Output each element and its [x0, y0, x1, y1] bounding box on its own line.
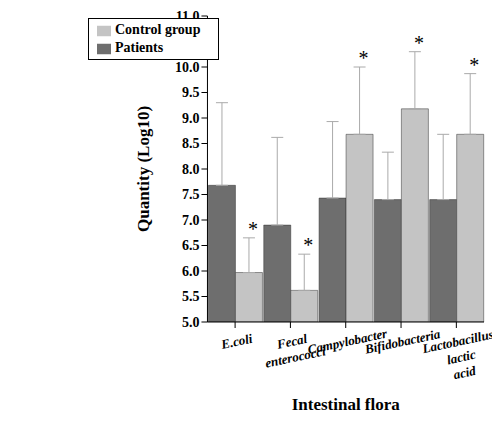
svg-text:9.0: 9.0 — [182, 111, 200, 126]
svg-text:*: * — [248, 218, 258, 240]
svg-text:Intestinal flora: Intestinal flora — [292, 395, 401, 414]
svg-text:9.5: 9.5 — [182, 85, 200, 100]
html-text:Control group: Control group — [115, 22, 201, 37]
svg-text:Lactobacilluslacticacid: Lactobacilluslacticacid — [420, 326, 492, 387]
html-text:Patients: Patients — [115, 40, 164, 55]
svg-text:E.coli: E.coli — [219, 331, 254, 352]
svg-text:*: * — [303, 234, 313, 256]
svg-text:6.0: 6.0 — [182, 264, 200, 279]
svg-text:5.0: 5.0 — [182, 315, 200, 330]
svg-text:7.5: 7.5 — [182, 187, 200, 202]
svg-text:Bifidobacteria: Bifidobacteria — [363, 326, 442, 357]
svg-text:10.5: 10.5 — [175, 34, 200, 49]
svg-text:*: * — [469, 54, 479, 76]
svg-text:8.5: 8.5 — [182, 136, 200, 151]
svg-text:Quantity (Log10): Quantity (Log10) — [134, 106, 153, 232]
svg-text:6.5: 6.5 — [182, 238, 200, 253]
svg-text:11.0: 11.0 — [176, 9, 200, 24]
svg-text:5.5: 5.5 — [182, 289, 200, 304]
svg-text:*: * — [359, 47, 369, 69]
svg-text:*: * — [414, 32, 424, 54]
html-text:Fecal: Fecal — [275, 330, 309, 352]
svg-text:Campylobacter: Campylobacter — [306, 325, 389, 358]
svg-text:7.0: 7.0 — [182, 213, 200, 228]
svg-text:8.0: 8.0 — [182, 162, 200, 177]
html-text:enterococci: enterococci — [263, 343, 327, 371]
svg-text:10.0: 10.0 — [175, 60, 200, 75]
